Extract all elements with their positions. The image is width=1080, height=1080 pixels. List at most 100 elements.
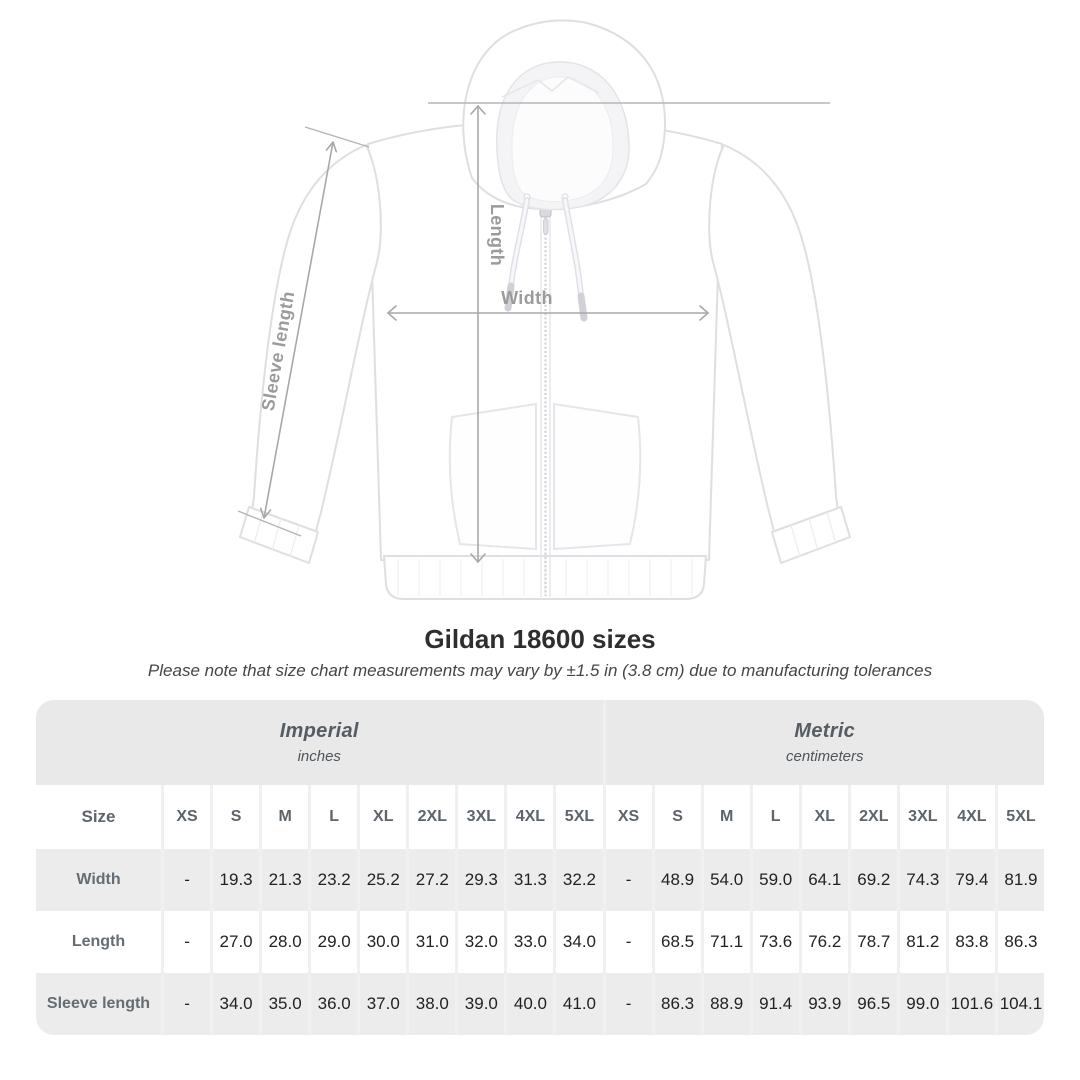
reference-ticks [237,102,830,537]
value-cell-imperial: 37.0 [360,973,407,1035]
value-cell-metric: 76.2 [801,911,848,973]
size-header-imperial-xs: XS [164,785,211,849]
value-cell-metric: 99.0 [899,973,946,1035]
size-header-metric-l: L [752,785,799,849]
value-cell-metric: 54.0 [703,849,750,911]
value-cell-metric: 88.9 [703,973,750,1035]
value-cell-metric: 78.7 [850,911,897,973]
size-header-metric-xs: XS [605,785,652,849]
size-header-metric-xl: XL [801,785,848,849]
size-header-metric-s: S [654,785,701,849]
hoodie-pockets [448,402,642,551]
size-header-imperial-5xl: 5XL [556,785,603,849]
value-cell-imperial: 31.0 [409,911,456,973]
value-cell-metric: 69.2 [850,849,897,911]
value-cell-imperial: 36.0 [311,973,358,1035]
value-cell-metric: 86.3 [997,911,1044,973]
heading: Gildan 18600 sizes Please note that size… [0,624,1080,681]
value-cell-metric: 83.8 [948,911,995,973]
unit-group-imperial: Imperial inches [36,700,603,785]
value-cell-imperial: 32.2 [556,849,603,911]
unit-group-label: Metric [794,720,856,742]
size-header-imperial-2xl: 2XL [409,785,456,849]
value-cell-imperial: - [164,973,211,1035]
size-header-imperial-m: M [262,785,309,849]
value-cell-imperial: 29.0 [311,911,358,973]
value-cell-metric: 104.1 [997,973,1044,1035]
hood-fold [501,76,600,98]
cuff-ribbing [253,511,837,558]
unit-group-label: Imperial [279,720,359,742]
hood [462,19,666,211]
hoodie-right-cuff [771,506,851,564]
value-cell-imperial: 40.0 [507,973,554,1035]
hoodie-left-cuff [239,506,319,564]
page-title: Gildan 18600 sizes [424,624,656,654]
value-cell-metric: 96.5 [850,973,897,1035]
right-aglet [577,292,588,322]
value-cell-imperial: 41.0 [556,973,603,1035]
value-cell-imperial: 27.0 [213,911,260,973]
unit-group-sublabel: centimeters [785,748,864,765]
value-cell-imperial: 23.2 [311,849,358,911]
size-header-metric-5xl: 5XL [997,785,1044,849]
left-aglet [504,282,515,312]
value-cell-imperial: 33.0 [507,911,554,973]
value-cell-metric: 91.4 [752,973,799,1035]
size-header-metric-3xl: 3XL [899,785,946,849]
hoodie-measurement-figure: Width Length Sleeve length [237,19,851,600]
row-label: Sleeve length [36,973,161,1035]
sleeve-bottom-tick [237,510,302,537]
hem-ribbing [397,559,693,596]
value-cell-metric: 81.9 [997,849,1044,911]
sleeve-length-arrow [263,141,334,519]
tolerance-note: Please note that size chart measurements… [147,661,933,680]
value-cell-metric: 74.3 [899,849,946,911]
zipper-pull [543,218,549,235]
value-cell-imperial: 34.0 [213,973,260,1035]
value-cell-metric: 71.1 [703,911,750,973]
value-cell-imperial: - [164,849,211,911]
size-header-metric-m: M [703,785,750,849]
value-cell-imperial: 31.3 [507,849,554,911]
unit-group-metric: Metric centimeters [605,700,1044,785]
hoodie-diagram: Width Length Sleeve length [237,19,851,600]
value-cell-imperial: 28.0 [262,911,309,973]
value-cell-metric: 79.4 [948,849,995,911]
size-header-imperial-4xl: 4XL [507,785,554,849]
size-chart-table: Imperial inches Metric centimeters Size X… [36,700,1044,1035]
value-cell-metric: 81.2 [899,911,946,973]
width-label: Width [501,288,553,308]
value-cell-imperial: 39.0 [458,973,505,1035]
length-label: Length [487,204,507,266]
value-cell-metric: 101.6 [948,973,995,1035]
value-cell-metric: 48.9 [654,849,701,911]
value-cell-metric: 68.5 [654,911,701,973]
value-cell-imperial: 38.0 [409,973,456,1035]
value-cell-imperial: 34.0 [556,911,603,973]
value-cell-metric: 93.9 [801,973,848,1035]
value-cell-imperial: 21.3 [262,849,309,911]
value-cell-imperial: - [164,911,211,973]
value-cell-imperial: 30.0 [360,911,407,973]
size-chart-section: Imperial inches Metric centimeters Size X… [36,700,1044,1035]
size-header-imperial-l: L [311,785,358,849]
value-cell-imperial: 29.3 [458,849,505,911]
value-cell-metric: 59.0 [752,849,799,911]
unit-group-sublabel: inches [297,748,341,765]
value-cell-imperial: 25.2 [360,849,407,911]
value-cell-imperial: 19.3 [213,849,260,911]
value-cell-imperial: 27.2 [409,849,456,911]
value-cell-metric: - [605,911,652,973]
value-cell-metric: 86.3 [654,973,701,1035]
value-cell-imperial: 35.0 [262,973,309,1035]
value-cell-metric: - [605,973,652,1035]
row-label: Length [36,911,161,973]
size-header-metric-4xl: 4XL [948,785,995,849]
dimension-arrows [259,105,709,563]
value-cell-metric: - [605,849,652,911]
size-header-imperial-xl: XL [360,785,407,849]
row-label: Width [36,849,161,911]
hoodie-right-sleeve [708,144,839,536]
value-cell-imperial: 32.0 [458,911,505,973]
